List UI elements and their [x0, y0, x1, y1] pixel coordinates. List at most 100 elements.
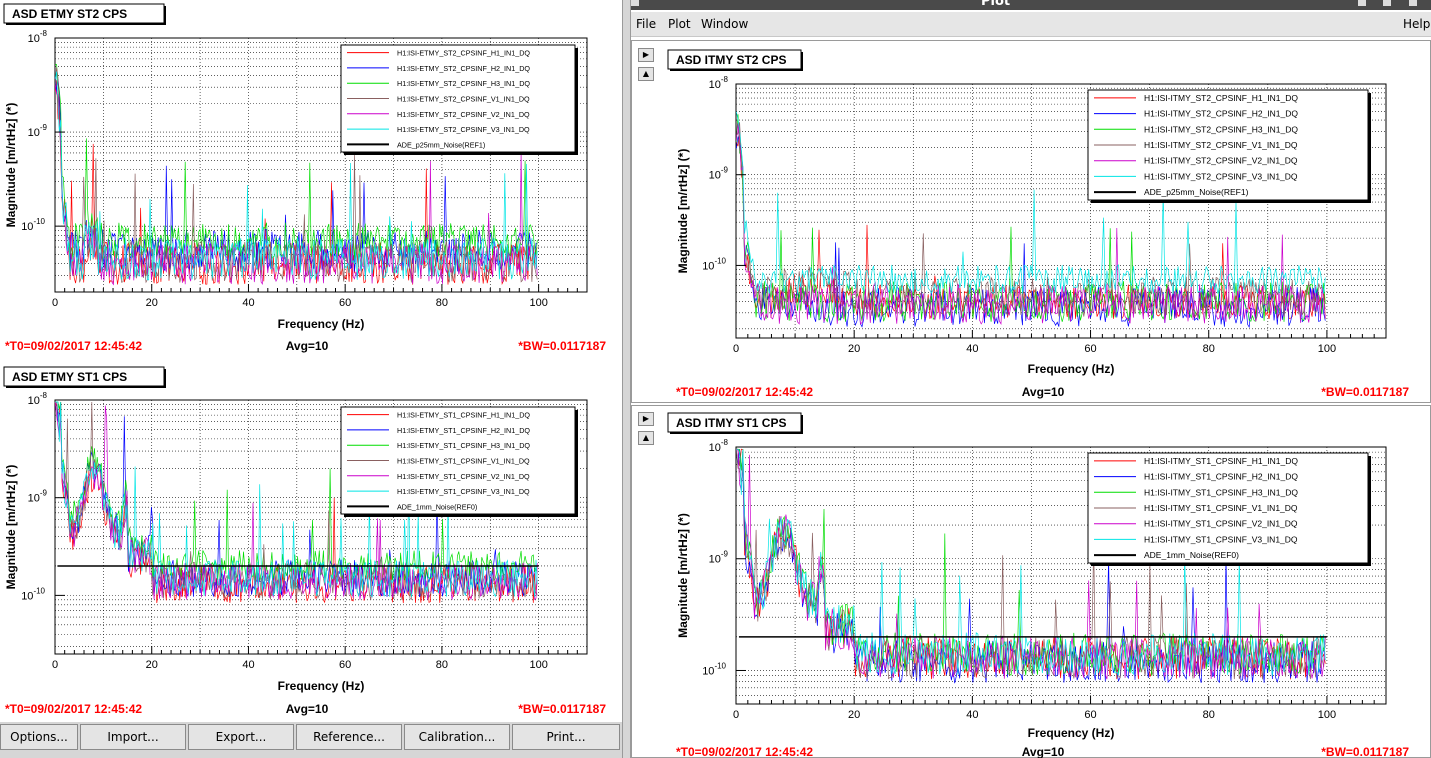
y-tick-label: 10-9 [709, 550, 729, 566]
legend-entry: H1:ISI-ETMY_ST1_CPSINF_H1_IN1_DQ [397, 411, 530, 420]
maximize-icon[interactable] [1383, 0, 1391, 6]
y-tick-label: 10-10 [702, 661, 726, 677]
nav-play-icon[interactable]: ▶ [638, 48, 654, 62]
y-tick-label: 10-9 [28, 489, 48, 505]
menu-window[interactable]: Window [701, 17, 749, 31]
info-avg: Avg=10 [1022, 745, 1065, 758]
series-line-H1:ISI-ITMY_ST2_CPSINF_V3_IN1_DQ [735, 111, 1326, 295]
x-tick-label: 60 [1084, 709, 1096, 721]
x-tick-label: 80 [436, 297, 448, 309]
x-axis-label: Frequency (Hz) [278, 317, 365, 331]
reference-button[interactable]: Reference... [296, 724, 402, 750]
info-bw: *BW=0.0117187 [1321, 745, 1409, 758]
series-line-H1:ISI-ITMY_ST1_CPSINF_V3_IN1_DQ [736, 448, 1326, 676]
y-tick-label: 10-8 [28, 29, 48, 45]
x-tick-label: 60 [339, 659, 351, 671]
x-tick-label: 60 [339, 297, 351, 309]
x-tick-label: 0 [733, 343, 739, 355]
y-tick-label: 10-9 [28, 123, 48, 139]
x-tick-label: 80 [1203, 343, 1215, 355]
y-tick-label: 10-10 [702, 256, 726, 272]
menu-file[interactable]: File [636, 17, 657, 31]
menu-help[interactable]: Help [1403, 17, 1431, 31]
chart-itmy-st2: ASD ITMY ST2 CPS 0 20 40 60 80 100 10-8 10-9 10-1… [667, 49, 1409, 399]
legend-entry: H1:ISI-ITMY_ST1_CPSINF_V1_IN1_DQ [1144, 503, 1298, 513]
y-tick-label: 10-10 [21, 586, 45, 602]
legend-entry: ADE_1mm_Noise(REF0) [1144, 550, 1239, 560]
x-tick-label: 0 [733, 709, 739, 721]
series-line-H1:ISI-ETMY_ST2_CPSINF_V1_IN1_DQ [54, 67, 538, 284]
plot-window-titlebar: Plot [631, 0, 1431, 10]
minimize-icon[interactable] [1358, 0, 1366, 6]
legend-entry: H1:ISI-ITMY_ST2_CPSINF_V2_IN1_DQ [1144, 156, 1298, 166]
legend-entry: H1:ISI-ITMY_ST1_CPSINF_H1_IN1_DQ [1144, 456, 1298, 466]
menu-plot[interactable]: Plot [668, 17, 691, 31]
nav-play-icon[interactable]: ▶ [638, 412, 654, 426]
x-axis-label: Frequency (Hz) [1028, 362, 1115, 376]
series-line-H1:ISI-ETMY_ST1_CPSINF_V3_IN1_DQ [55, 401, 538, 598]
chart-title-box [3, 366, 165, 387]
close-icon[interactable] [1409, 0, 1417, 6]
chart-title: ASD ITMY ST2 CPS [676, 53, 786, 67]
info-bw: *BW=0.0117187 [1321, 385, 1409, 399]
legend-entry: H1:ISI-ETMY_ST1_CPSINF_H3_IN1_DQ [397, 441, 530, 450]
x-tick-label: 100 [1318, 709, 1336, 721]
x-tick-label: 20 [146, 659, 158, 671]
legend-entry: H1:ISI-ITMY_ST1_CPSINF_V2_IN1_DQ [1144, 519, 1298, 529]
series-line-H1:ISI-ITMY_ST2_CPSINF_V2_IN1_DQ [735, 123, 1326, 325]
y-axis-label: Magnitude [m/rtHz] (*) [676, 513, 690, 638]
series-line-H1:ISI-ITMY_ST2_CPSINF_V1_IN1_DQ [736, 122, 1326, 317]
legend-entry: H1:ISI-ITMY_ST2_CPSINF_V3_IN1_DQ [1144, 171, 1298, 181]
x-tick-label: 40 [966, 709, 978, 721]
calibration-button[interactable]: Calibration... [404, 724, 510, 750]
legend-entry: H1:ISI-ETMY_ST2_CPSINF_V3_IN1_DQ [397, 125, 530, 134]
chart-title: ASD ITMY ST1 CPS [676, 416, 786, 430]
info-t0: *T0=09/02/2017 12:45:42 [676, 745, 813, 758]
chart-etmy-st2: ASD ETMY ST2 CPS 0 20 40 60 80 100 10-8 10-9 10-1… [3, 3, 606, 353]
chart-title-box [667, 412, 802, 433]
x-tick-label: 40 [242, 297, 254, 309]
chart-title: ASD ETMY ST2 CPS [12, 7, 127, 21]
info-t0: *T0=09/02/2017 12:45:42 [676, 385, 813, 399]
x-tick-label: 60 [1084, 343, 1096, 355]
x-tick-label: 100 [529, 297, 547, 309]
x-tick-label: 20 [146, 297, 158, 309]
chart-etmy-st1: ASD ETMY ST1 CPS 0 20 40 60 80 100 10-8 10-9 10-1… [3, 366, 606, 716]
y-tick-label: 10-8 [709, 438, 729, 454]
window-title: Plot [981, 0, 1011, 9]
info-bw: *BW=0.0117187 [518, 702, 606, 716]
legend-entry: H1:ISI-ITMY_ST1_CPSINF_V3_IN1_DQ [1144, 534, 1298, 544]
y-tick-label: 10-8 [28, 391, 48, 407]
series-line-H1:ISI-ETMY_ST2_CPSINF_V3_IN1_DQ [54, 71, 538, 281]
series-line-H1:ISI-ETMY_ST1_CPSINF_V2_IN1_DQ [54, 401, 538, 601]
y-tick-label: 10-10 [21, 217, 45, 233]
export-button[interactable]: Export... [188, 724, 294, 750]
x-tick-label: 80 [1203, 709, 1215, 721]
x-tick-label: 20 [848, 343, 860, 355]
info-avg: Avg=10 [286, 339, 329, 353]
x-tick-label: 0 [52, 659, 58, 671]
y-axis-label: Magnitude [m/rtHz] (*) [4, 103, 18, 228]
legend-entry: H1:ISI-ITMY_ST2_CPSINF_H3_IN1_DQ [1144, 124, 1298, 134]
legend-entry: H1:ISI-ETMY_ST2_CPSINF_V2_IN1_DQ [397, 110, 530, 119]
window-menu-icon[interactable] [631, 0, 639, 6]
x-tick-label: 40 [966, 343, 978, 355]
import-button[interactable]: Import... [80, 724, 186, 750]
legend-entry: H1:ISI-ETMY_ST2_CPSINF_V1_IN1_DQ [397, 95, 530, 104]
info-t0: *T0=09/02/2017 12:45:42 [5, 339, 142, 353]
x-tick-label: 80 [436, 659, 448, 671]
legend-entry: H1:ISI-ITMY_ST1_CPSINF_H3_IN1_DQ [1144, 487, 1298, 497]
legend-entry: H1:ISI-ETMY_ST1_CPSINF_H2_IN1_DQ [397, 426, 530, 435]
legend-entry: H1:ISI-ETMY_ST2_CPSINF_H3_IN1_DQ [397, 79, 530, 88]
x-tick-label: 100 [1318, 343, 1336, 355]
options-button[interactable]: Options... [0, 724, 78, 750]
legend-entry: ADE_p25mm_Noise(REF1) [397, 140, 485, 149]
print-button[interactable]: Print... [512, 724, 620, 750]
legend-entry: ADE_1mm_Noise(REF0) [397, 502, 477, 511]
series-line-H1:ISI-ITMY_ST1_CPSINF_V2_IN1_DQ [736, 448, 1326, 680]
nav-eject-icon[interactable]: ▲ [638, 431, 654, 445]
legend-entry: H1:ISI-ETMY_ST1_CPSINF_V3_IN1_DQ [397, 487, 530, 496]
nav-eject-icon[interactable]: ▲ [638, 67, 654, 81]
pane-separator[interactable] [622, 0, 631, 758]
